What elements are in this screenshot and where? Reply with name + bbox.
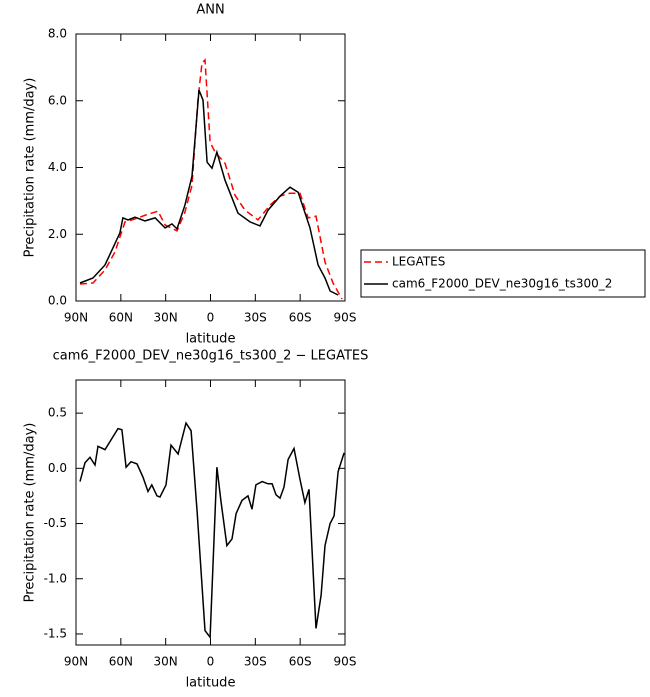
plot-frame xyxy=(75,379,346,646)
data-line xyxy=(79,89,339,296)
chart-title: cam6_F2000_DEV_ne30g16_ts300_2 − LEGATES xyxy=(53,349,369,364)
x-tick-label: 60N xyxy=(109,655,133,669)
y-tick-label: -0.5 xyxy=(44,516,67,530)
data-line xyxy=(79,58,343,300)
y-axis-title: Precipitation rate (mm/day) xyxy=(23,423,38,603)
x-tick-label: 30S xyxy=(244,311,267,325)
data-line xyxy=(79,421,345,640)
y-tick-label: 6.0 xyxy=(48,93,67,107)
x-axis-title: latitude xyxy=(186,332,236,347)
legend-label: LEGATES xyxy=(392,255,445,269)
x-tick-label: 30N xyxy=(154,311,178,325)
legend-box xyxy=(360,249,646,298)
x-tick-label: 90S xyxy=(334,311,357,325)
y-tick-label: 4.0 xyxy=(48,160,67,174)
x-tick-label: 60N xyxy=(109,311,133,325)
x-tick-label: 60S xyxy=(289,655,312,669)
x-tick-label: 90N xyxy=(64,311,88,325)
x-tick-label: 30N xyxy=(154,655,178,669)
x-tick-label: 30S xyxy=(244,655,267,669)
y-tick-label: 0.0 xyxy=(48,461,67,475)
y-tick-label: -1.5 xyxy=(44,626,67,640)
x-tick-label: 0 xyxy=(207,311,215,325)
y-tick-label: 0.0 xyxy=(48,294,67,308)
y-tick-label: 8.0 xyxy=(48,27,67,41)
y-axis-title: Precipitation rate (mm/day) xyxy=(23,78,38,258)
x-tick-label: 60S xyxy=(289,311,312,325)
x-axis-title: latitude xyxy=(186,676,236,691)
legend-label: cam6_F2000_DEV_ne30g16_ts300_2 xyxy=(392,277,612,291)
chart-title: ANN xyxy=(196,3,224,18)
y-tick-label: 2.0 xyxy=(48,227,67,241)
y-tick-label: 0.5 xyxy=(48,406,67,420)
x-tick-label: 0 xyxy=(207,655,215,669)
y-tick-label: -1.0 xyxy=(44,571,67,585)
x-tick-label: 90S xyxy=(334,655,357,669)
x-tick-label: 90N xyxy=(64,655,88,669)
